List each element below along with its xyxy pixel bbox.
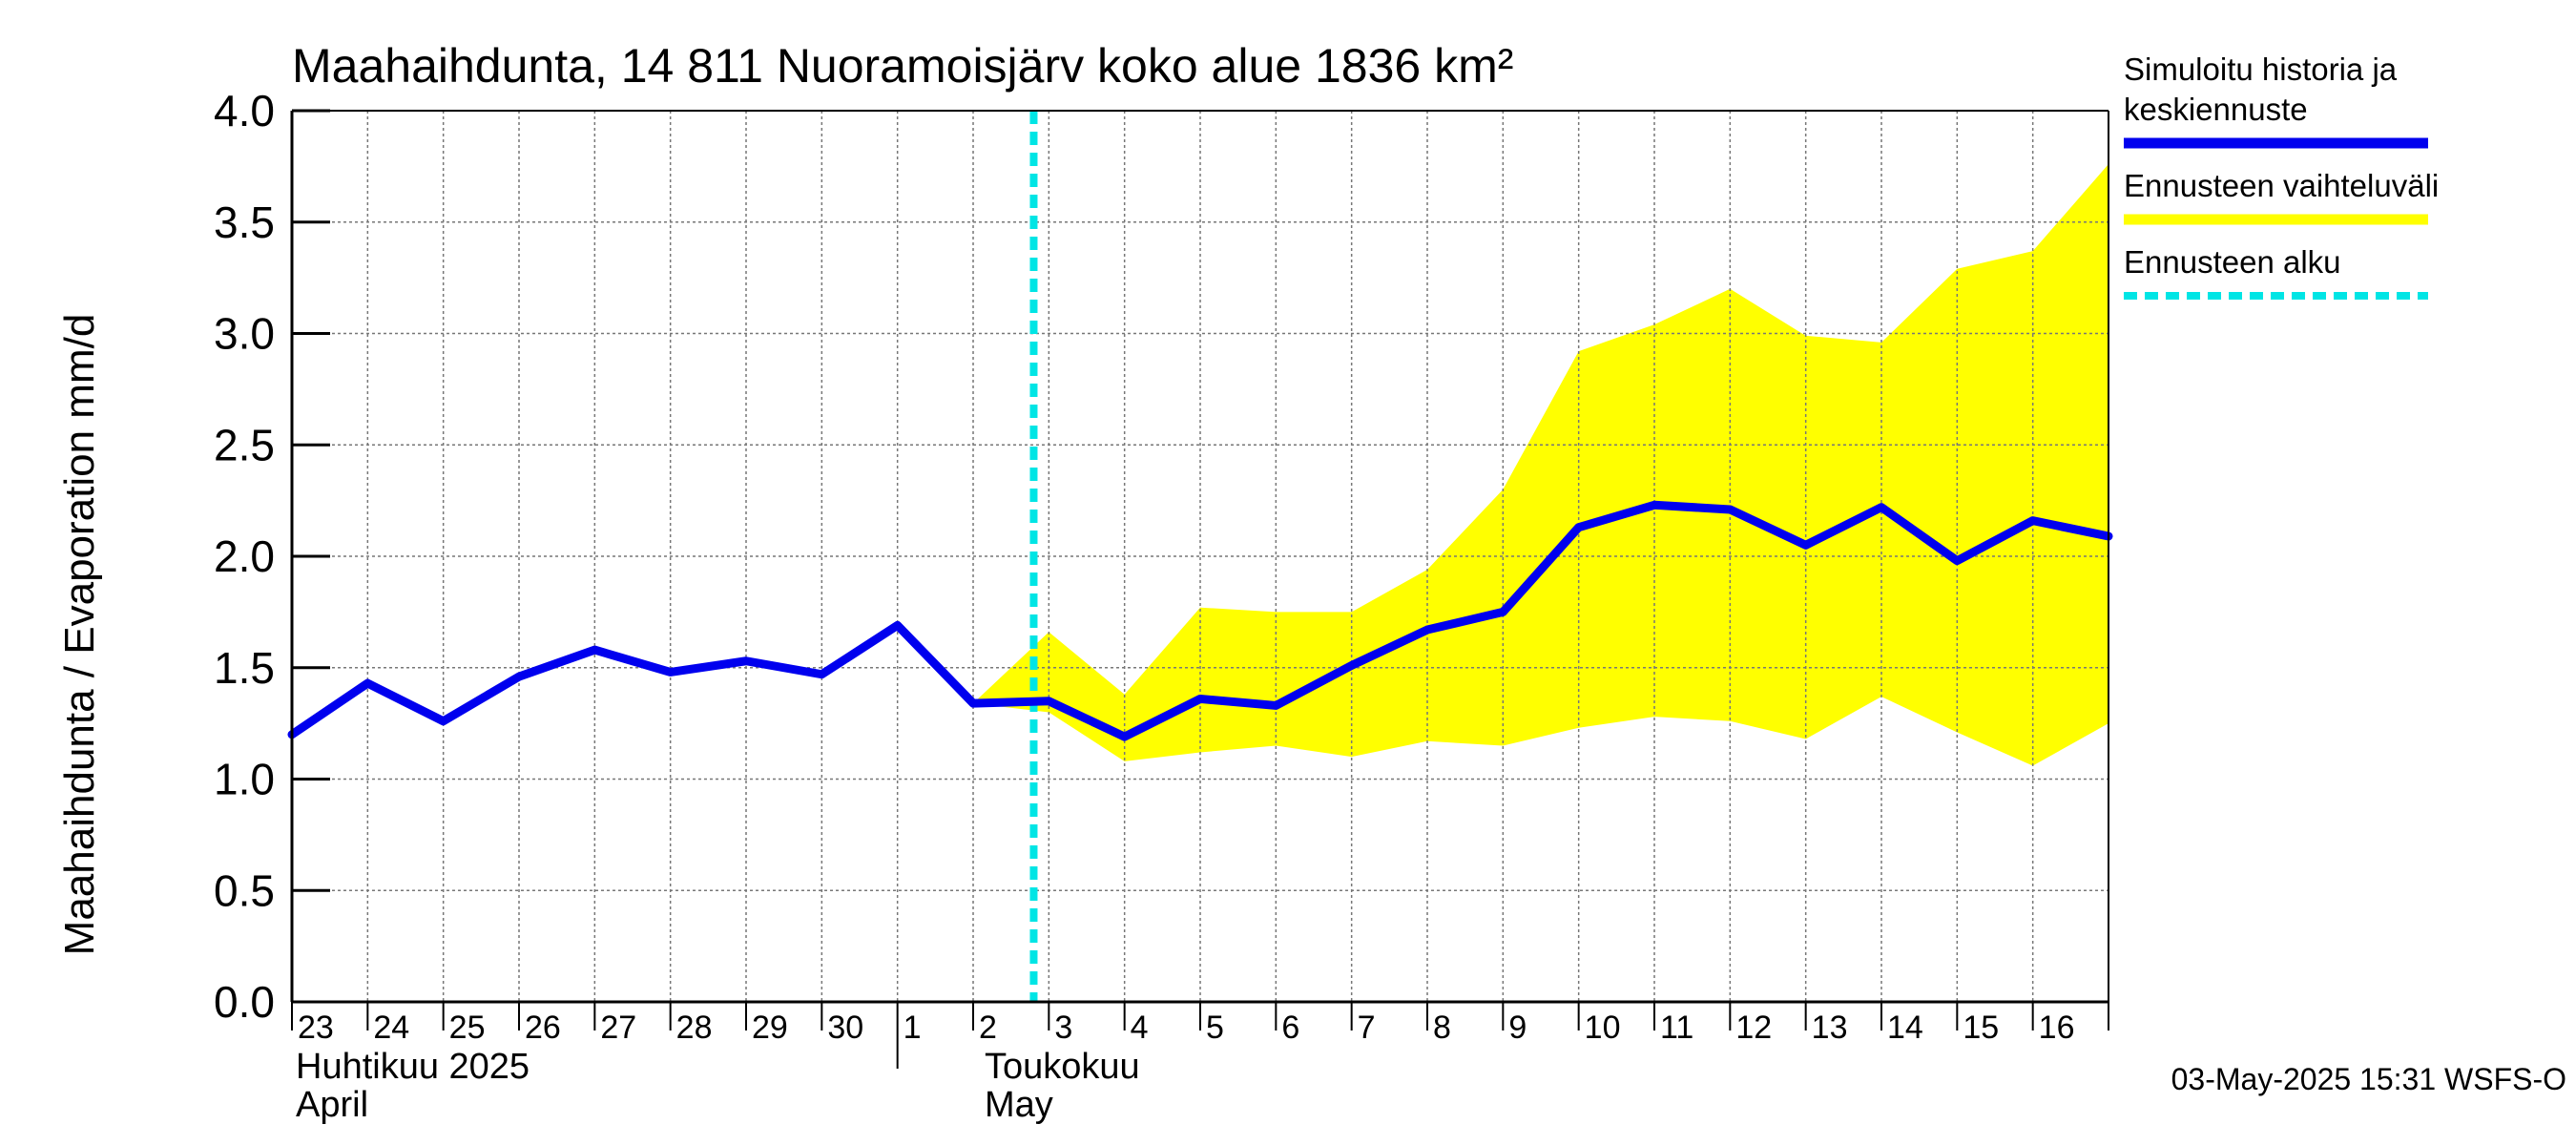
grid	[292, 111, 2109, 1002]
x-tick-label: 10	[1585, 1010, 1621, 1046]
x-tick-label: 14	[1887, 1010, 1923, 1046]
y-axis-label: Maahaihdunta / Evaporation mm/d	[56, 314, 103, 956]
y-tick-label: 4.0	[214, 86, 275, 135]
legend-label: keskiennuste	[2124, 92, 2308, 127]
x-tick-label: 15	[1963, 1010, 1999, 1046]
y-tick-label: 0.5	[214, 865, 275, 915]
x-tick-label: 11	[1660, 1010, 1693, 1046]
x-tick-label: 30	[827, 1010, 863, 1046]
x-tick-label: 7	[1358, 1010, 1376, 1046]
y-tick-label: 0.0	[214, 977, 275, 1027]
x-tick-label: 16	[2039, 1010, 2075, 1046]
x-tick-label: 1	[904, 1010, 922, 1046]
month-label-en: May	[985, 1085, 1053, 1125]
x-tick-label: 8	[1433, 1010, 1451, 1046]
forecast-band-area	[973, 164, 2109, 766]
x-tick-label: 4	[1131, 1010, 1149, 1046]
y-tick-label: 1.5	[214, 643, 275, 693]
month-label-fi: Toukokuu	[985, 1047, 1140, 1087]
legend-label: Ennusteen vaihteluväli	[2124, 168, 2439, 203]
y-tick-label: 2.5	[214, 420, 275, 469]
x-tick-label: 9	[1508, 1010, 1527, 1046]
x-tick-labels: 23 24 25 26 27 28 29 30 1 2 3 4 5 6 7 8 9 10 11 12 13 14 15 16	[298, 1010, 2074, 1046]
y-tick-label: 1.0	[214, 755, 275, 804]
mean-series-line	[287, 500, 2113, 741]
y-tick-label: 3.5	[214, 198, 275, 247]
legend-label: Simuloitu historia ja	[2124, 52, 2398, 87]
forecast-range-band	[973, 164, 2109, 766]
axes	[290, 109, 2109, 1069]
timestamp-label: 03-May-2025 15:31 WSFS-O	[2171, 1062, 2566, 1096]
x-tick-label: 23	[298, 1010, 334, 1046]
x-tick-label: 27	[600, 1010, 636, 1046]
x-tick-label: 29	[752, 1010, 788, 1046]
x-tick-label: 28	[676, 1010, 713, 1046]
month-label-en: April	[296, 1085, 368, 1125]
legend: Simuloitu historia ja keskiennuste Ennuste…	[2124, 52, 2439, 300]
x-tick-label: 24	[373, 1010, 409, 1046]
x-tick-label: 26	[525, 1010, 561, 1046]
x-tick-label: 3	[1054, 1010, 1072, 1046]
x-tick-label: 12	[1735, 1010, 1772, 1046]
month-label-fi: Huhtikuu 2025	[296, 1047, 530, 1087]
x-tick-label: 2	[979, 1010, 997, 1046]
mean-series	[287, 500, 2113, 741]
y-tick-label: 2.0	[214, 531, 275, 581]
x-tick-label: 6	[1281, 1010, 1299, 1046]
chart-title: Maahaihdunta, 14 811 Nuoramoisjärv koko …	[292, 39, 1513, 93]
legend-label: Ennusteen alku	[2124, 244, 2341, 280]
y-tick-labels: 0.0 0.5 1.0 1.5 2.0 2.5 3.0 3.5 4.0	[214, 86, 275, 1027]
y-tick-label: 3.0	[214, 309, 275, 359]
x-tick-label: 25	[449, 1010, 486, 1046]
x-tick-label: 5	[1206, 1010, 1224, 1046]
x-tick-label: 13	[1812, 1010, 1848, 1046]
